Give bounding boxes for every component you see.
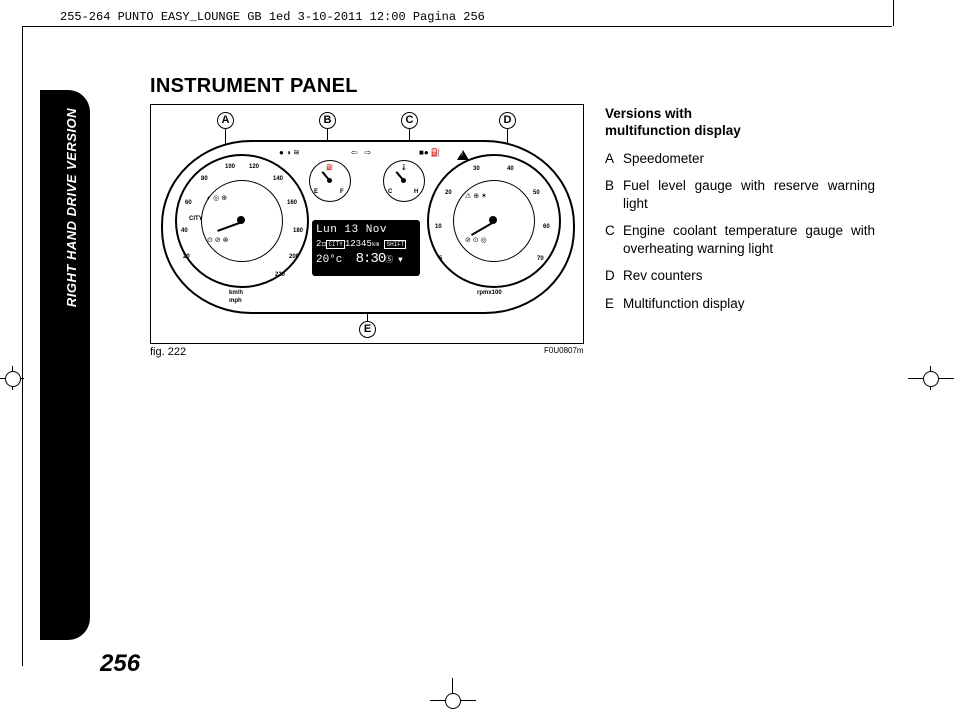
print-header: 255-264 PUNTO EASY_LOUNGE GB 1ed 3-10-20… (60, 10, 485, 24)
callout-b: B (319, 112, 336, 129)
mfd-temp-time-row: 20°c 8:30Ⓢ ▼ (316, 250, 416, 269)
speedometer-gauge: 20 40 60 80 100 120 140 160 180 200 220 … (175, 154, 309, 288)
legend-heading: Versions with multifunction display (605, 106, 875, 140)
mfd-date: Lun 13 Nov (316, 223, 416, 238)
page-title: INSTRUMENT PANEL (150, 75, 358, 98)
callout-a: A (217, 112, 234, 129)
tachometer-gauge: 5 10 20 30 40 50 60 70 ⚠ ⊕ ✶ ⊘ ⊙ ◎ (427, 154, 561, 288)
speedo-unit-kmh: km/h (229, 290, 243, 296)
figure-caption: fig. 222 (150, 346, 186, 358)
legend-item: C Engine coolant temperature gauge with … (605, 222, 875, 257)
callout-e: E (359, 321, 376, 338)
cropmark (893, 0, 894, 26)
left-rule (22, 26, 23, 666)
legend-item: D Rev counters (605, 267, 875, 285)
indicator-icons-right: ■● ⛽ (419, 148, 441, 157)
legend-item: B Fuel level gauge with reserve warning … (605, 177, 875, 212)
indicator-icons-left: ● ◑ ≋ (279, 148, 300, 157)
callout-c: C (401, 112, 418, 129)
fuel-gauge: E F ⛽ (309, 160, 351, 202)
registration-mark (5, 371, 21, 387)
figure-code: F0U0807m (544, 346, 584, 355)
figure-instrument-panel: A B C D E ● ◑ ≋ ⇦ ⇨ ■● ⛽ 20 40 60 80 100… (150, 104, 584, 344)
tacho-unit: rpmx100 (477, 290, 502, 296)
page-number: 256 (100, 650, 140, 678)
temp-gauge: C H 🌡 (383, 160, 425, 202)
legend-item: A Speedometer (605, 150, 875, 168)
callout-d: D (499, 112, 516, 129)
speedo-unit-mph: mph (229, 298, 242, 304)
instrument-cluster: ● ◑ ≋ ⇦ ⇨ ■● ⛽ 20 40 60 80 100 120 140 1… (161, 140, 571, 310)
section-tab-label: RIGHT HAND DRIVE VERSION (48, 0, 63, 268)
registration-mark (923, 371, 939, 387)
legend-column: Versions with multifunction display A Sp… (605, 106, 875, 323)
legend-item: E Multifunction display (605, 295, 875, 313)
city-label: CITY (189, 216, 203, 222)
mfd-odometer-row: 2⊡CITY12345km SHIFT (316, 238, 416, 250)
multifunction-display: Lun 13 Nov 2⊡CITY12345km SHIFT 20°c 8:30… (312, 220, 420, 276)
registration-mark (445, 693, 461, 709)
header-rule (22, 26, 892, 27)
indicator-turn-icons: ⇦ ⇨ (351, 148, 371, 157)
